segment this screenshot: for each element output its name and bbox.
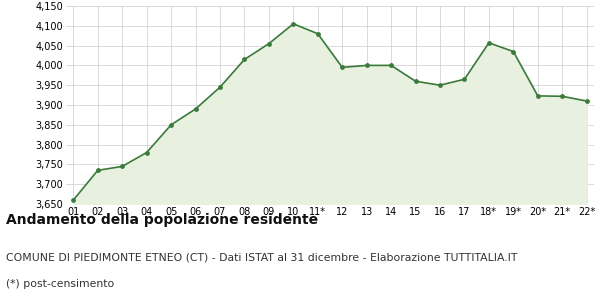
Text: COMUNE DI PIEDIMONTE ETNEO (CT) - Dati ISTAT al 31 dicembre - Elaborazione TUTTI: COMUNE DI PIEDIMONTE ETNEO (CT) - Dati I… xyxy=(6,252,517,262)
Point xyxy=(435,83,445,88)
Point xyxy=(118,164,127,169)
Point xyxy=(582,99,592,103)
Point xyxy=(337,65,347,70)
Point xyxy=(215,85,225,90)
Point xyxy=(191,106,200,111)
Point xyxy=(68,198,78,203)
Point xyxy=(264,41,274,46)
Text: (*) post-censimento: (*) post-censimento xyxy=(6,279,114,289)
Point xyxy=(313,31,323,36)
Point xyxy=(289,21,298,26)
Point xyxy=(362,63,371,68)
Point xyxy=(484,40,494,45)
Point xyxy=(166,122,176,127)
Point xyxy=(142,150,151,155)
Point xyxy=(557,94,567,99)
Point xyxy=(411,79,421,84)
Point xyxy=(460,77,469,82)
Point xyxy=(386,63,396,68)
Point xyxy=(93,168,103,173)
Text: Andamento della popolazione residente: Andamento della popolazione residente xyxy=(6,213,318,227)
Point xyxy=(239,57,249,62)
Point xyxy=(533,94,542,98)
Point xyxy=(509,49,518,54)
